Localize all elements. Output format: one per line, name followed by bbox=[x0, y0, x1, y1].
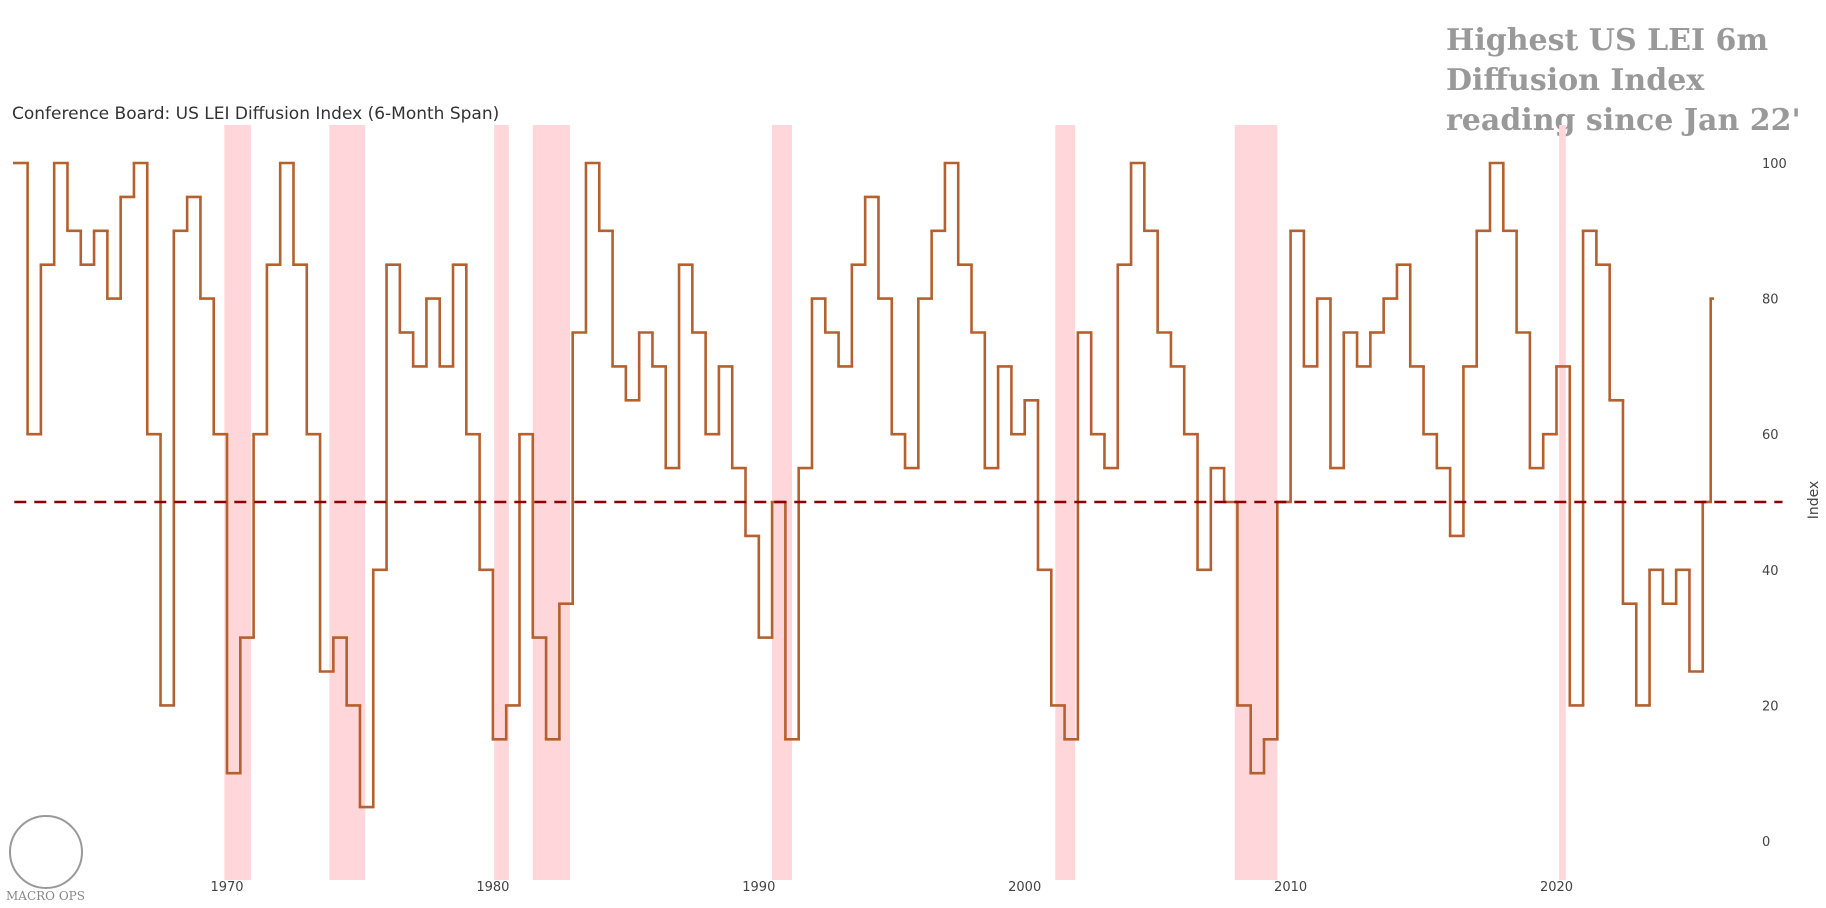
x-tick-label: 2010 bbox=[1274, 880, 1307, 895]
x-tick-label: 1970 bbox=[210, 880, 243, 895]
y-tick-label: 60 bbox=[1762, 428, 1779, 443]
y-axis-label: Index bbox=[1806, 481, 1822, 520]
y-tick-label: 100 bbox=[1762, 157, 1787, 172]
y-tick-label: 40 bbox=[1762, 564, 1779, 579]
y-tick-label: 20 bbox=[1762, 699, 1779, 714]
chart-title: Conference Board: US LEI Diffusion Index… bbox=[12, 104, 499, 124]
logo: MACRO OPS bbox=[6, 815, 85, 903]
y-tick-label: 80 bbox=[1762, 293, 1779, 308]
x-tick-label: 1980 bbox=[476, 880, 509, 895]
x-tick-label: 1990 bbox=[742, 880, 775, 895]
logo-ring bbox=[9, 815, 83, 889]
annotation-line: Highest US LEI 6m bbox=[1446, 23, 1768, 58]
annotation-line: reading since Jan 22' bbox=[1446, 103, 1801, 138]
annotation: Highest US LEI 6m Diffusion Index readin… bbox=[1446, 23, 1801, 138]
y-tick-label: 0 bbox=[1762, 835, 1770, 850]
annotation-line: Diffusion Index bbox=[1446, 63, 1705, 98]
x-tick-label: 2000 bbox=[1008, 880, 1041, 895]
logo-text: MACRO OPS bbox=[6, 889, 85, 903]
x-tick-label: 2020 bbox=[1540, 880, 1573, 895]
